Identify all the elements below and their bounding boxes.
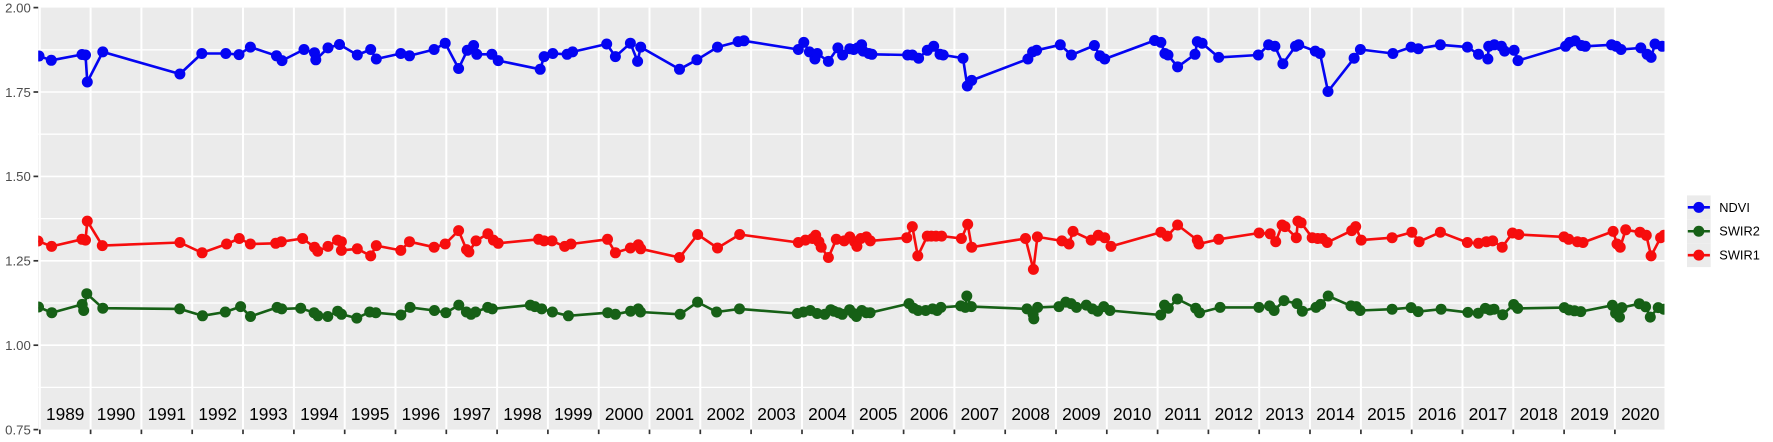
- svg-text:2012: 2012: [1215, 404, 1253, 424]
- svg-text:2011: 2011: [1164, 404, 1201, 424]
- svg-text:1.75: 1.75: [5, 85, 31, 100]
- svg-text:1995: 1995: [351, 404, 389, 424]
- svg-text:2000: 2000: [605, 404, 643, 424]
- svg-text:1999: 1999: [554, 404, 592, 424]
- svg-text:1994: 1994: [300, 404, 339, 424]
- svg-text:2003: 2003: [757, 404, 795, 424]
- svg-text:2007: 2007: [961, 404, 999, 424]
- svg-text:2010: 2010: [1113, 404, 1151, 424]
- svg-text:2020: 2020: [1621, 404, 1659, 424]
- svg-text:NDVI: NDVI: [1719, 200, 1750, 215]
- svg-text:2001: 2001: [656, 404, 694, 424]
- svg-text:SWIR1: SWIR1: [1719, 248, 1760, 263]
- svg-text:2008: 2008: [1011, 404, 1049, 424]
- svg-text:2015: 2015: [1367, 404, 1405, 424]
- svg-text:1.50: 1.50: [5, 169, 31, 184]
- svg-text:1996: 1996: [402, 404, 440, 424]
- svg-text:1.00: 1.00: [5, 338, 31, 353]
- svg-text:SWIR2: SWIR2: [1719, 224, 1760, 239]
- svg-text:1990: 1990: [97, 404, 135, 424]
- svg-text:2009: 2009: [1062, 404, 1100, 424]
- svg-text:0.75: 0.75: [5, 422, 31, 437]
- svg-text:1997: 1997: [452, 404, 490, 424]
- svg-text:1993: 1993: [249, 404, 287, 424]
- svg-text:2019: 2019: [1570, 404, 1608, 424]
- svg-text:2.00: 2.00: [5, 0, 31, 15]
- svg-text:2005: 2005: [859, 404, 897, 424]
- svg-text:2016: 2016: [1418, 404, 1456, 424]
- svg-text:2006: 2006: [910, 404, 948, 424]
- svg-text:2018: 2018: [1519, 404, 1557, 424]
- svg-text:2004: 2004: [808, 404, 847, 424]
- svg-text:2014: 2014: [1316, 404, 1355, 424]
- svg-text:1991: 1991: [148, 404, 186, 424]
- svg-text:1992: 1992: [198, 404, 236, 424]
- svg-text:2017: 2017: [1469, 404, 1507, 424]
- svg-text:1989: 1989: [46, 404, 84, 424]
- svg-text:1.25: 1.25: [5, 254, 31, 269]
- svg-text:2002: 2002: [706, 404, 744, 424]
- svg-text:2013: 2013: [1265, 404, 1303, 424]
- svg-text:1998: 1998: [503, 404, 541, 424]
